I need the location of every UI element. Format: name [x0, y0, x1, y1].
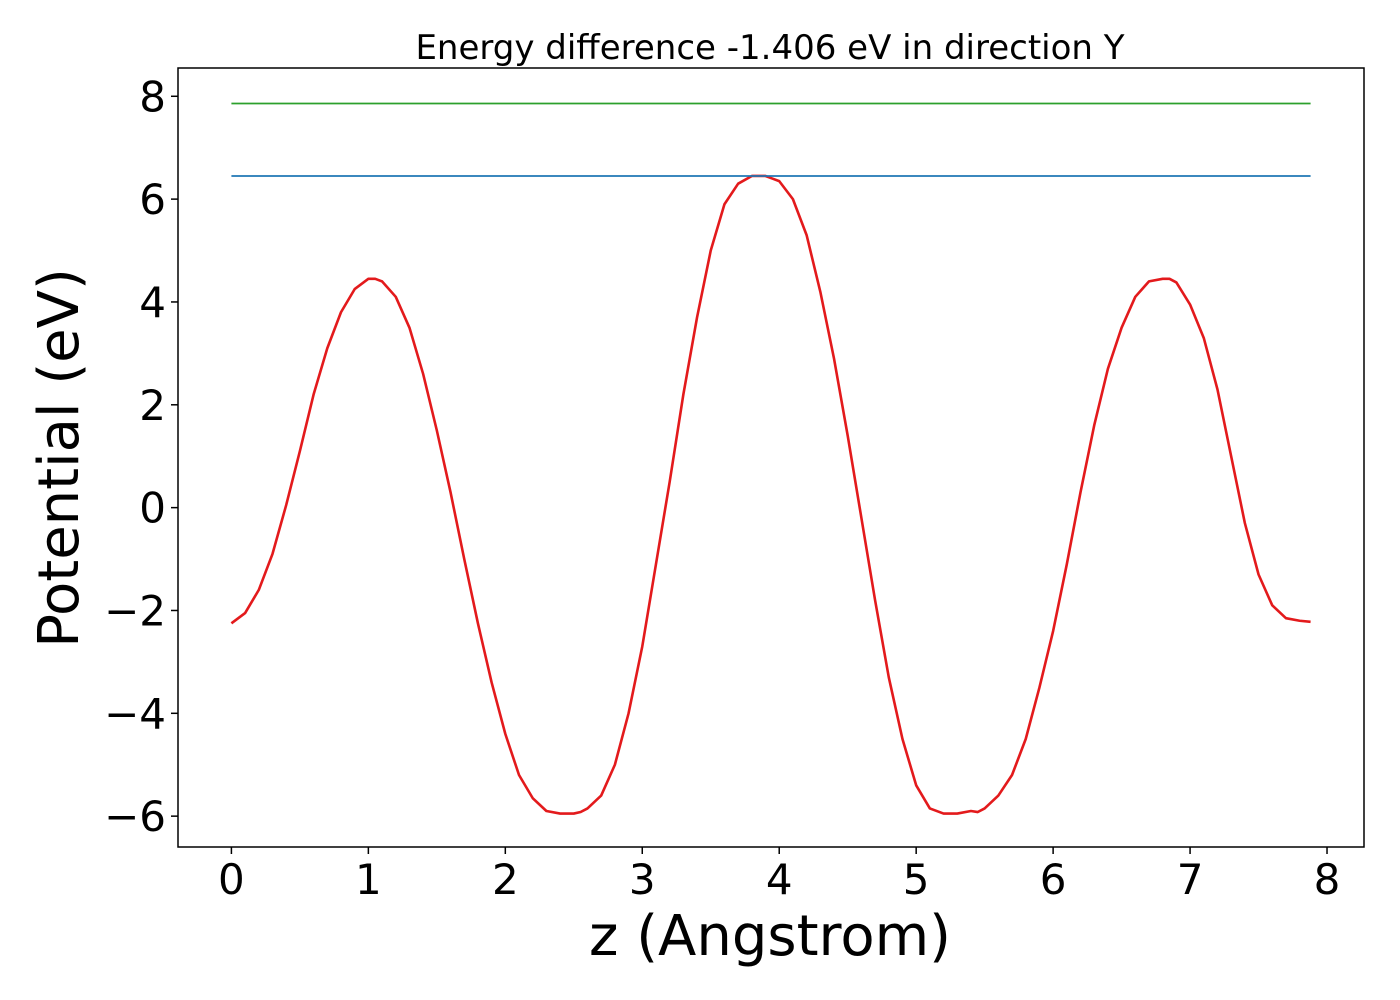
x-tick-label: 1 — [355, 855, 382, 904]
y-tick-label: 2 — [139, 381, 166, 430]
y-tick-label: 0 — [139, 484, 166, 533]
y-tick-label: 8 — [139, 72, 166, 121]
x-tick-label: 6 — [1040, 855, 1067, 904]
y-axis: −6 −4 −2 0 2 4 6 8 — [104, 72, 178, 841]
x-axis: 0 1 2 3 4 5 6 7 8 — [218, 847, 1340, 904]
y-tick-label: 4 — [139, 278, 166, 327]
x-tick-label: 5 — [903, 855, 930, 904]
y-tick-label: −2 — [104, 586, 166, 635]
x-axis-label: z (Angstrom) — [589, 904, 951, 969]
series-layer — [230, 102, 1311, 815]
x-tick-label: 3 — [629, 855, 656, 904]
series-line-1 — [230, 174, 1311, 815]
chart-title: Energy difference -1.406 eV in direction… — [415, 28, 1124, 68]
y-tick-label: −6 — [104, 792, 166, 841]
y-tick-label: 6 — [139, 175, 166, 224]
x-tick-label: 4 — [766, 855, 793, 904]
y-tick-label: −4 — [104, 689, 166, 738]
y-axis-label: Potential (eV) — [27, 268, 92, 648]
x-tick-label: 2 — [492, 855, 519, 904]
x-tick-label: 7 — [1177, 855, 1204, 904]
x-tick-label: 8 — [1314, 855, 1341, 904]
plot-area-frame — [177, 67, 1365, 848]
x-tick-label: 0 — [218, 855, 245, 904]
